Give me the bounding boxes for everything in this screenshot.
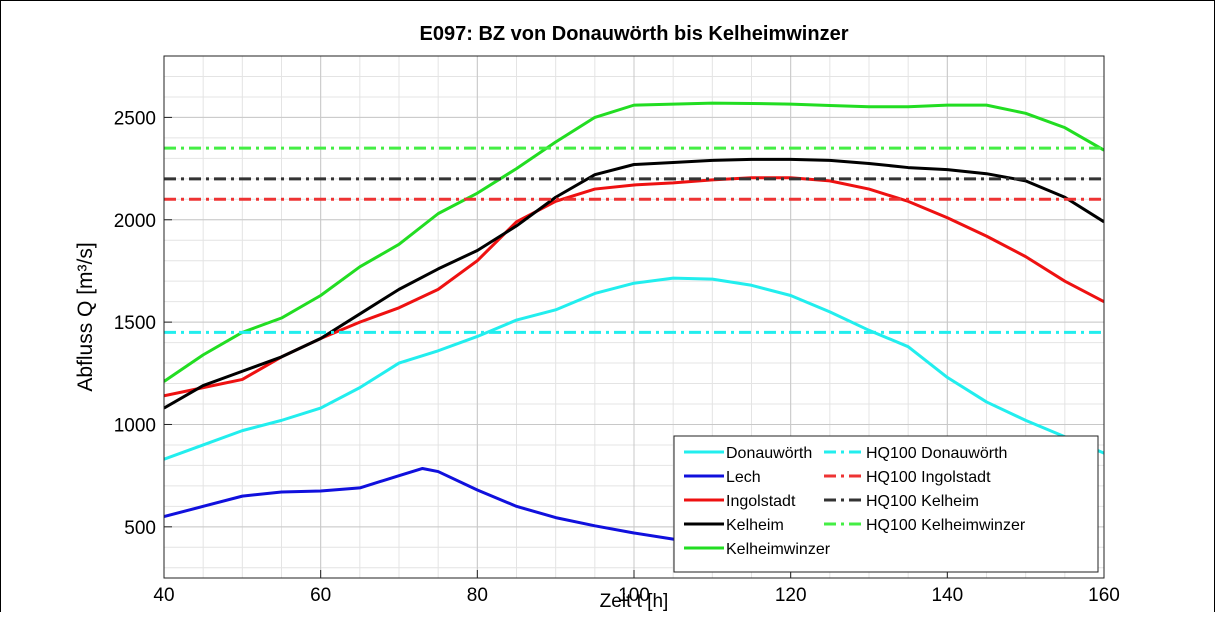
x-axis-label: Zeit t [h]: [600, 591, 669, 612]
x-tick-label: 100: [618, 585, 650, 606]
legend-label: HQ100 Ingolstadt: [866, 469, 991, 486]
legend-label: Ingolstadt: [726, 493, 796, 510]
legend-label: HQ100 Kelheimwinzer: [866, 517, 1026, 534]
legend-label: Donauwörth: [726, 445, 812, 462]
legend-box: [673, 435, 1099, 573]
legend-label: Kelheim: [726, 517, 784, 534]
y-tick-label: 1000: [114, 415, 156, 436]
x-tick-label: 40: [153, 585, 174, 606]
line-series: [164, 157, 1104, 410]
line-series: [164, 466, 729, 548]
x-tick-label: 120: [775, 585, 807, 606]
legend-label: Lech: [726, 469, 761, 486]
legend-label: HQ100 Donauwörth: [866, 445, 1007, 462]
y-tick-label: 500: [124, 518, 156, 539]
x-tick-label: 80: [467, 585, 488, 606]
y-tick-label: 2000: [114, 211, 156, 232]
legend-label: HQ100 Kelheim: [866, 493, 979, 510]
y-axis-label: Abfluss Q [m³/s]: [74, 242, 97, 391]
chart-title: E097: BZ von Donauwörth bis Kelheimwinze…: [420, 23, 849, 45]
legend-label: Kelheimwinzer: [726, 541, 831, 558]
x-tick-label: 160: [1088, 585, 1120, 606]
y-tick-label: 1500: [114, 313, 156, 334]
plot-frame: [163, 55, 1105, 579]
line-series: [164, 101, 1104, 383]
line-series: [164, 276, 1104, 461]
x-tick-label: 60: [310, 585, 331, 606]
y-tick-label: 2500: [114, 108, 156, 129]
x-tick-label: 140: [931, 585, 963, 606]
